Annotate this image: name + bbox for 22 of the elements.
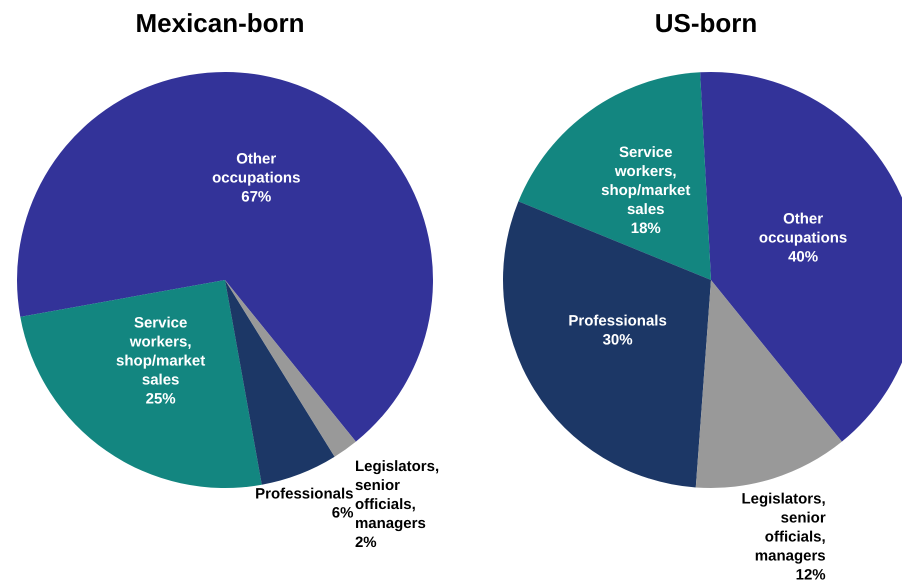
pie-slice xyxy=(17,72,433,442)
data-label: 25% xyxy=(146,390,176,408)
chart-title: Mexican-born xyxy=(134,8,306,39)
data-label: 30% xyxy=(602,331,633,348)
chart-title: US-born xyxy=(654,8,758,39)
slice-label: Legislators, senior officials, managers xyxy=(354,458,440,532)
slice-label: Other occupations xyxy=(758,210,848,247)
pie-slice xyxy=(20,280,262,488)
data-label: 40% xyxy=(788,248,818,266)
slice-label: Service workers, shop/market sales xyxy=(116,314,206,388)
slice-label: Legislators, senior officials, managers xyxy=(741,490,826,564)
data-label: 2% xyxy=(354,534,377,551)
slice-label: Professionals xyxy=(255,485,354,502)
slice-label: Professionals xyxy=(568,312,667,330)
data-label: 6% xyxy=(332,504,354,522)
slice-label: Service workers, shop/market sales xyxy=(601,144,690,218)
data-label: 12% xyxy=(796,566,826,584)
pie-slice xyxy=(225,280,356,457)
pie-slice xyxy=(225,280,335,485)
data-label: 67% xyxy=(241,188,272,206)
data-label: 18% xyxy=(630,220,661,238)
slice-label: Other occupations xyxy=(212,150,300,187)
